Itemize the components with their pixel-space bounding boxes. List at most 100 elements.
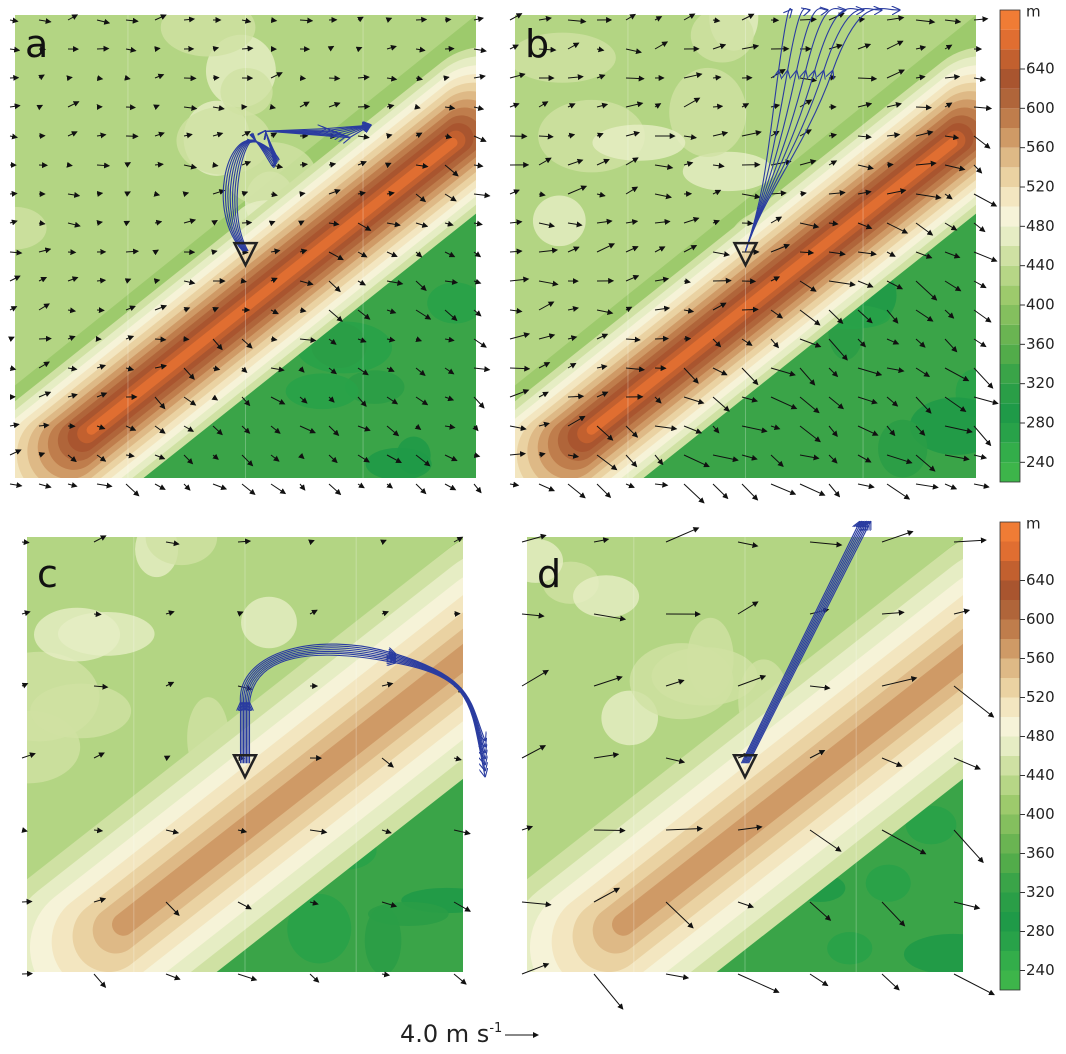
wind-arrow bbox=[94, 974, 105, 987]
panel: a bbox=[0, 0, 490, 496]
colorbar-band bbox=[1000, 10, 1020, 30]
wind-arrow bbox=[626, 484, 634, 487]
wind-arrow bbox=[810, 974, 828, 986]
colorbar-band bbox=[1000, 678, 1020, 698]
wind-arrow bbox=[510, 484, 518, 485]
wind-arrow bbox=[974, 107, 991, 108]
colorbar-band bbox=[1000, 344, 1020, 364]
wind-arrow bbox=[974, 426, 991, 445]
colorbar-tick-label: 560 bbox=[1026, 138, 1055, 156]
colorbar-tick-label: 320 bbox=[1026, 883, 1055, 901]
colorbar-band bbox=[1000, 854, 1020, 874]
wind-arrow bbox=[300, 193, 305, 194]
colorbar-band bbox=[1000, 49, 1020, 69]
terrain-blob bbox=[30, 684, 131, 739]
wind-arrow bbox=[329, 78, 339, 79]
colorbar-band bbox=[1000, 167, 1020, 187]
wind-arrow bbox=[238, 974, 256, 980]
wind-arrow bbox=[594, 974, 623, 1009]
terrain-blob bbox=[220, 68, 272, 116]
terrain-blob bbox=[286, 373, 359, 409]
colorbar-tick-label: 600 bbox=[1026, 610, 1055, 628]
wind-arrow bbox=[666, 974, 688, 978]
wind-arrow bbox=[242, 484, 255, 494]
map bbox=[0, 510, 507, 975]
wind-arrow bbox=[916, 484, 938, 487]
wind-arrow bbox=[155, 48, 160, 49]
wind-arrow bbox=[474, 368, 489, 370]
colorbar-band bbox=[1000, 561, 1020, 581]
wind-arrow bbox=[738, 974, 779, 992]
wind-arrow bbox=[974, 310, 991, 322]
wind-arrow bbox=[271, 484, 285, 494]
colorbar-tick-label: 240 bbox=[1026, 453, 1055, 471]
colorbar-band bbox=[1000, 443, 1020, 463]
wind-arrow bbox=[626, 78, 644, 79]
colorbar-band bbox=[1000, 971, 1020, 991]
wind-arrow bbox=[974, 136, 990, 148]
colorbar-band bbox=[1000, 325, 1020, 345]
wind-arrow bbox=[213, 484, 226, 489]
wind-arrow bbox=[945, 484, 956, 489]
colorbar-band bbox=[1000, 285, 1020, 305]
colorbar-tick-label: 400 bbox=[1026, 296, 1055, 314]
wind-arrow bbox=[568, 484, 585, 498]
wind-arrow bbox=[387, 484, 392, 488]
terrain-blob bbox=[827, 932, 872, 965]
colorbar-band bbox=[1000, 912, 1020, 932]
wind-arrow bbox=[887, 164, 893, 165]
wind-arrow bbox=[97, 48, 108, 49]
wind-arrow bbox=[242, 281, 246, 282]
colorbar-band bbox=[1000, 128, 1020, 148]
colorbar-band bbox=[1000, 148, 1020, 168]
colorbar-tick-label: 440 bbox=[1026, 256, 1055, 274]
wind-arrow bbox=[454, 974, 466, 984]
colorbar-band bbox=[1000, 776, 1020, 796]
wind-arrow bbox=[713, 484, 728, 498]
colorbar-tick-label: 520 bbox=[1026, 178, 1055, 196]
panel-label: c bbox=[37, 552, 58, 596]
colorbar-band bbox=[1000, 717, 1020, 737]
colorbar-band bbox=[1000, 423, 1020, 443]
wind-arrow bbox=[974, 484, 989, 487]
colorbar-band bbox=[1000, 951, 1020, 971]
colorbar-band bbox=[1000, 187, 1020, 207]
colorbar-tick-label: 480 bbox=[1026, 217, 1055, 235]
colorbar-band bbox=[1000, 659, 1020, 679]
colorbar-band bbox=[1000, 756, 1020, 776]
wind-arrow bbox=[358, 106, 369, 107]
wind-arrow bbox=[126, 107, 135, 108]
terrain-blob bbox=[691, 8, 754, 62]
colorbar-tick-label: 360 bbox=[1026, 844, 1055, 862]
wind-arrow bbox=[97, 484, 112, 486]
terrain-blob bbox=[365, 906, 402, 974]
wind-arrow bbox=[126, 484, 139, 496]
colorbar-tick-label: 280 bbox=[1026, 414, 1055, 432]
wind-arrow bbox=[974, 252, 997, 261]
wind-arrow bbox=[800, 484, 825, 495]
panel-label: a bbox=[25, 22, 48, 66]
wind-arrow bbox=[22, 542, 29, 543]
wind-arrow bbox=[474, 484, 481, 493]
wind-arrow bbox=[887, 484, 909, 499]
wind-arrow bbox=[771, 484, 795, 494]
terrain-blob bbox=[161, 0, 256, 57]
wind-arrow bbox=[445, 19, 451, 20]
colorbar-band bbox=[1000, 932, 1020, 952]
terrain-blob bbox=[34, 608, 120, 662]
wind-arrow bbox=[10, 484, 21, 486]
wind-arrow bbox=[829, 484, 839, 497]
wind-arrow bbox=[474, 194, 490, 196]
wind-arrow bbox=[39, 484, 51, 487]
wind-arrow bbox=[416, 484, 426, 494]
colorbar-band bbox=[1000, 893, 1020, 913]
wind-arrow bbox=[68, 484, 77, 486]
wind-arrow bbox=[184, 484, 190, 490]
scale-label: 4.0 m s-1 bbox=[400, 1020, 502, 1048]
colorbar-band bbox=[1000, 89, 1020, 109]
wind-arrow bbox=[916, 107, 931, 108]
wind-arrow bbox=[358, 484, 364, 488]
wind-arrow bbox=[68, 77, 72, 78]
wind-arrow bbox=[22, 901, 32, 902]
terrain-blob bbox=[592, 125, 685, 161]
